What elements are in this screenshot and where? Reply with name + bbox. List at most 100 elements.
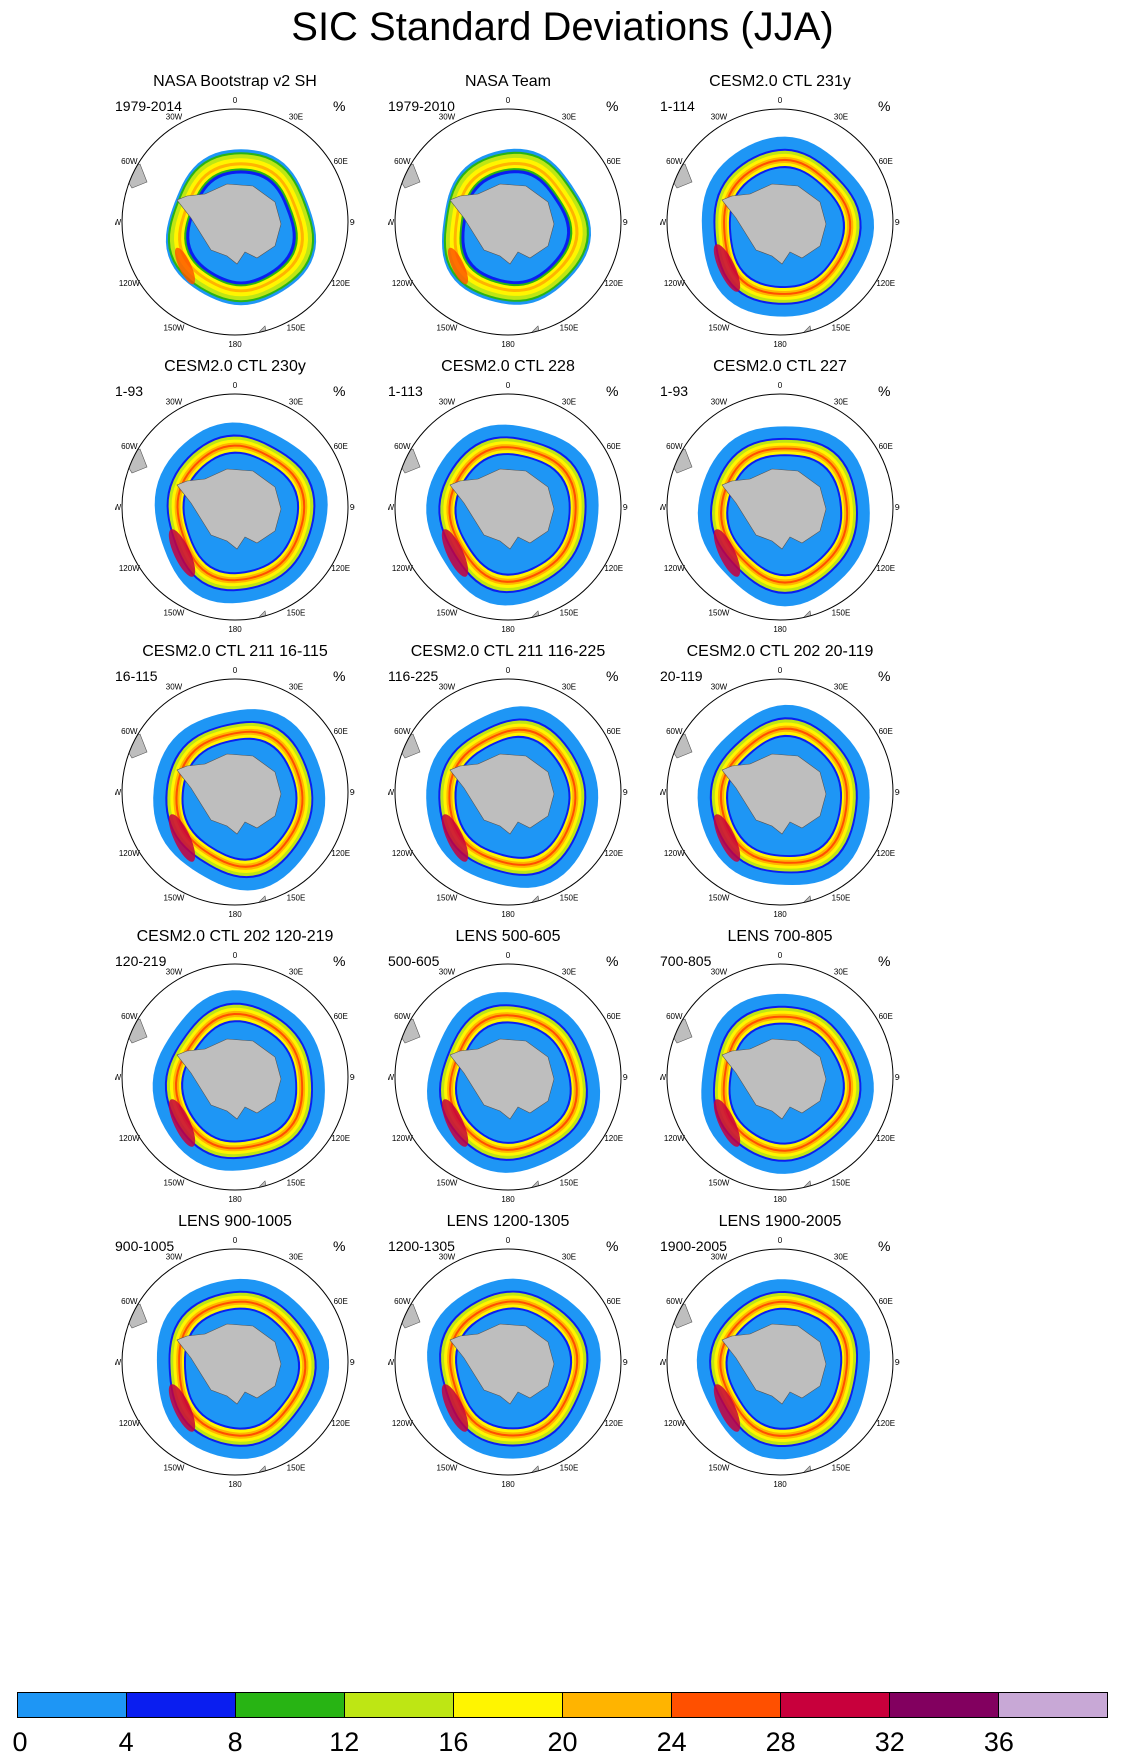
- panel-period: 500-605: [388, 953, 440, 969]
- longitude-label: 60E: [607, 1297, 621, 1306]
- panel-period: 120-219: [115, 953, 167, 969]
- longitude-label: 120E: [876, 564, 895, 573]
- longitude-label: 150W: [709, 324, 730, 333]
- colorbar-labels: 0 4 8 12 16 20 24 28 32 36: [12, 1726, 1108, 1758]
- longitude-label: 0: [233, 666, 238, 675]
- longitude-label: 30W: [166, 1252, 183, 1261]
- longitude-label: 0: [778, 951, 783, 960]
- longitude-label: 180: [773, 625, 787, 634]
- longitude-label: 60E: [879, 727, 893, 736]
- polar-map: 0 30E 60E 90E 120E 150E 180 150W 120W 90W 60W 30W: [115, 381, 355, 634]
- longitude-label: 180: [228, 1195, 242, 1204]
- map-panel: CESM2.0 CTL 228 1-113% 0 30E 60E 90E 120E 150E 1…: [388, 357, 718, 677]
- longitude-label: 90E: [350, 1073, 355, 1082]
- longitude-label: 0: [506, 951, 511, 960]
- panel-title: NASA Bootstrap v2 SH: [153, 73, 317, 90]
- longitude-label: 30E: [289, 397, 303, 406]
- longitude-label: 60W: [666, 1012, 683, 1021]
- longitude-label: 60W: [394, 1012, 411, 1021]
- panel-period: 1979-2010: [388, 98, 455, 114]
- longitude-label: 30E: [834, 967, 848, 976]
- longitude-label: 30E: [562, 397, 576, 406]
- polar-map: 0 30E 60E 90E 120E 150E 180 150W 120W 90W 60W 30W: [115, 951, 355, 1204]
- colorbar-swatch: [18, 1693, 127, 1717]
- longitude-label: 180: [773, 340, 787, 349]
- longitude-label: 150W: [709, 1179, 730, 1188]
- longitude-label: 180: [501, 1195, 515, 1204]
- unit-label: %: [606, 668, 619, 684]
- longitude-label: 30E: [562, 112, 576, 121]
- longitude-label: 90W: [388, 503, 395, 512]
- longitude-label: 120W: [119, 1419, 140, 1428]
- longitude-label: 60E: [879, 1297, 893, 1306]
- longitude-label: 180: [228, 910, 242, 919]
- longitude-label: 30E: [834, 682, 848, 691]
- longitude-label: 120E: [604, 279, 623, 288]
- longitude-label: 30E: [834, 397, 848, 406]
- longitude-label: 150E: [560, 1464, 579, 1473]
- longitude-label: 150E: [832, 1179, 851, 1188]
- longitude-label: 0: [778, 381, 783, 390]
- longitude-label: 90W: [660, 788, 667, 797]
- longitude-label: 180: [501, 910, 515, 919]
- longitude-label: 60W: [121, 1012, 138, 1021]
- longitude-label: 30E: [562, 682, 576, 691]
- longitude-label: 90E: [350, 1358, 355, 1367]
- longitude-label: 60E: [607, 727, 621, 736]
- panel-title: CESM2.0 CTL 211 16-115: [142, 643, 328, 660]
- colorbar-swatch: [890, 1693, 999, 1717]
- panel-period: 700-805: [660, 953, 712, 969]
- longitude-label: 90E: [623, 788, 628, 797]
- panel-title: LENS 700-805: [727, 928, 833, 945]
- panel-title: LENS 1200-1305: [446, 1213, 570, 1230]
- polar-map: 0 30E 60E 90E 120E 150E 180 150W 120W 90W 60W 30W: [388, 96, 628, 349]
- longitude-label: 30E: [289, 682, 303, 691]
- unit-label: %: [333, 1238, 346, 1254]
- map-panel: CESM2.0 CTL 211 16-115 16-115% 0 30E 60E 90E 1…: [115, 642, 445, 962]
- colorbar: [17, 1692, 1108, 1718]
- longitude-label: 90E: [623, 1358, 628, 1367]
- longitude-label: 180: [228, 625, 242, 634]
- longitude-label: 30W: [439, 967, 456, 976]
- map-panel: LENS 700-805 700-805% 0 30E 60E 90E 120E 150E 18…: [660, 927, 990, 1247]
- longitude-label: 120E: [331, 849, 350, 858]
- longitude-label: 120W: [664, 1134, 685, 1143]
- longitude-label: 150W: [437, 1179, 458, 1188]
- panel-title: CESM2.0 CTL 228: [441, 358, 575, 375]
- panel-period: 116-225: [388, 668, 439, 684]
- longitude-label: 90W: [660, 218, 667, 227]
- panel-period: 1900-2005: [660, 1238, 727, 1254]
- longitude-label: 90W: [660, 1073, 667, 1082]
- longitude-label: 150E: [287, 894, 306, 903]
- longitude-label: 180: [501, 340, 515, 349]
- longitude-label: 150W: [437, 609, 458, 618]
- longitude-label: 120E: [876, 849, 895, 858]
- panel-title: CESM2.0 CTL 202 20-119: [686, 643, 874, 660]
- longitude-label: 30E: [834, 112, 848, 121]
- longitude-label: 30W: [439, 112, 456, 121]
- longitude-label: 60W: [394, 727, 411, 736]
- longitude-label: 150W: [164, 894, 185, 903]
- longitude-label: 90E: [895, 503, 900, 512]
- longitude-label: 60W: [666, 1297, 683, 1306]
- longitude-label: 120W: [119, 279, 140, 288]
- longitude-label: 150W: [709, 609, 730, 618]
- polar-map: 0 30E 60E 90E 120E 150E 180 150W 120W 90W 60W 30W: [388, 951, 628, 1204]
- longitude-label: 120E: [604, 1419, 623, 1428]
- panel-title: NASA Team: [465, 73, 551, 90]
- longitude-label: 60E: [334, 727, 348, 736]
- longitude-label: 60E: [334, 157, 348, 166]
- longitude-label: 30W: [166, 397, 183, 406]
- longitude-label: 0: [778, 1236, 783, 1245]
- panel-title: CESM2.0 CTL 211 116-225: [410, 643, 606, 660]
- longitude-label: 60E: [607, 442, 621, 451]
- longitude-label: 30E: [289, 1252, 303, 1261]
- longitude-label: 120W: [392, 564, 413, 573]
- longitude-label: 30W: [711, 112, 728, 121]
- longitude-label: 120E: [876, 1134, 895, 1143]
- map-panel: CESM2.0 CTL 202 120-219 120-219% 0 30E 60E 90…: [115, 927, 445, 1247]
- polar-map: 0 30E 60E 90E 120E 150E 180 150W 120W 90W 60W 30W: [660, 381, 900, 634]
- longitude-label: 0: [506, 666, 511, 675]
- longitude-label: 90E: [350, 788, 355, 797]
